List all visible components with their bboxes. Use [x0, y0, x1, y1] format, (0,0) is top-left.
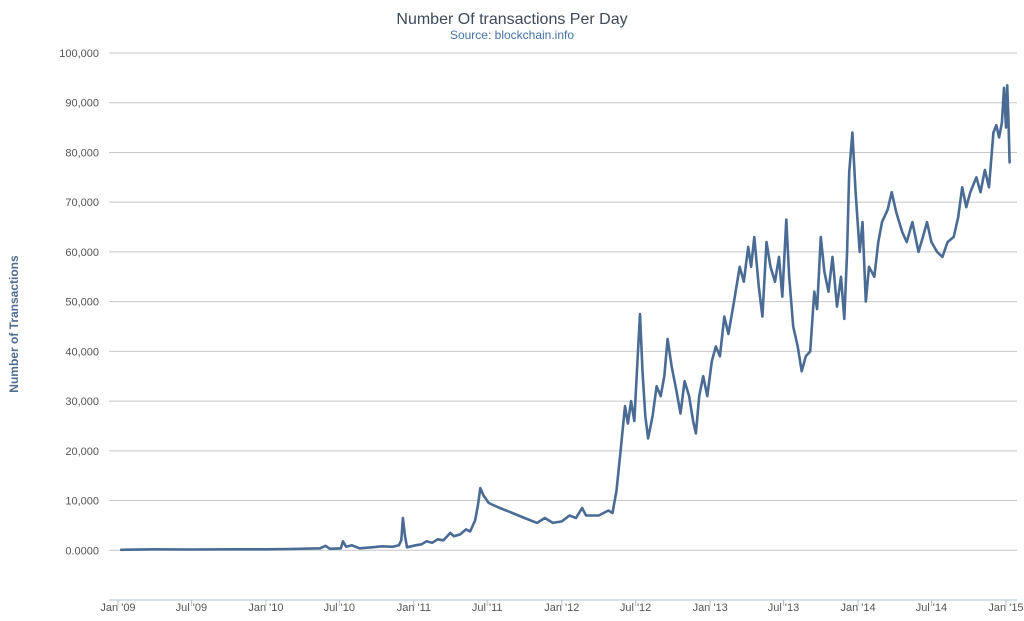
y-tick-label: 0.0000: [65, 545, 99, 557]
y-tick-label: 90,000: [65, 98, 99, 110]
y-tick-label: 100,000: [59, 48, 99, 60]
x-tick-label: Jul '11: [472, 602, 503, 614]
x-tick-label: Jul '14: [916, 602, 947, 614]
x-tick-label: Jul '10: [324, 602, 355, 614]
y-tick-label: 70,000: [65, 197, 99, 209]
x-tick-label: Jan '09: [100, 602, 135, 614]
y-axis-ticks: 0.0000 10,000 20,000 30,000 40,000 50,000 60,0…: [59, 48, 99, 557]
chart-title: Number Of transactions Per Day: [396, 11, 627, 28]
y-tick-label: 40,000: [65, 346, 99, 358]
x-tick-label: Jan '11: [397, 602, 431, 614]
x-tick-label: Jan '12: [544, 602, 579, 614]
x-tick-label: Jan '14: [840, 602, 875, 614]
y-axis-label: Number of Transactions: [7, 255, 21, 393]
y-tick-label: 60,000: [65, 247, 99, 259]
x-tick-label: Jan '10: [248, 602, 283, 614]
x-tick-label: Jan '15: [988, 602, 1023, 614]
y-tick-label: 30,000: [65, 396, 99, 408]
transactions-series-line: [119, 84, 1011, 552]
x-tick-label: Jul '12: [620, 602, 651, 614]
y-tick-label: 10,000: [65, 496, 99, 508]
x-tick-label: Jan '13: [693, 602, 728, 614]
x-tick-label: Jul '09: [176, 602, 207, 614]
x-tick-label: Jul '13: [768, 602, 799, 614]
x-axis-ticks: Jan '09 Jul '09 Jan '10 Jul '10 Jan '11 Jul '…: [100, 600, 1024, 614]
y-tick-label: 80,000: [65, 147, 99, 159]
y-tick-label: 50,000: [65, 297, 99, 309]
chart-subtitle: Source: blockchain.info: [450, 28, 574, 42]
gridlines: [109, 52, 1017, 551]
y-tick-label: 20,000: [65, 446, 99, 458]
